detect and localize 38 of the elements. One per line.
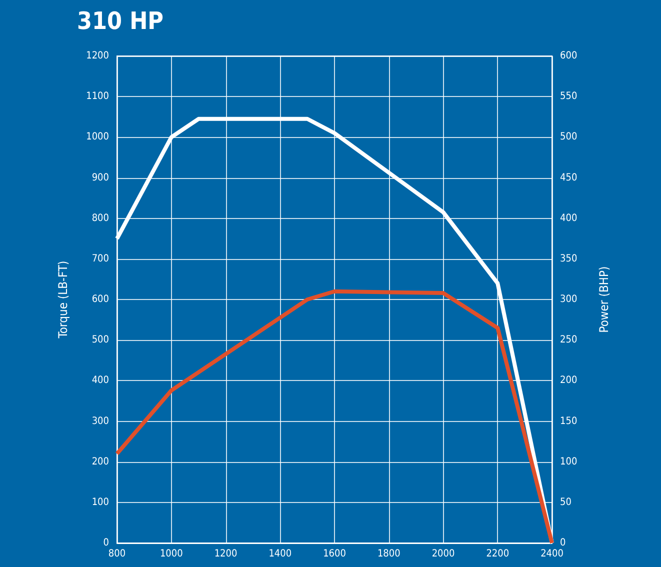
- y2-tick-label: 300: [560, 294, 578, 305]
- y-tick-label: 1000: [86, 132, 110, 143]
- y-tick-label: 700: [92, 253, 110, 264]
- y2-tick-label: 150: [560, 416, 578, 427]
- y2-tick-label: 450: [560, 172, 578, 184]
- y2-tick-label: 600: [560, 50, 578, 62]
- x-tick-label: 2400: [540, 548, 564, 560]
- y2-tick-label: 200: [560, 375, 578, 386]
- y-tick-label: 800: [92, 212, 110, 224]
- y-tick-label: 900: [92, 172, 110, 184]
- y2-tick-label: 400: [560, 212, 578, 224]
- x-tick-label: 2200: [486, 548, 510, 560]
- y2-tick-label: 250: [560, 334, 578, 346]
- y-tick-label: 200: [92, 456, 110, 468]
- y2-tick-label: 100: [560, 456, 578, 468]
- y2-tick-label: 0: [560, 538, 566, 548]
- x-tick-label: 800: [108, 548, 126, 560]
- y2-tick-label: 50: [560, 496, 572, 508]
- y2-tick-label: 500: [560, 132, 578, 143]
- x-tick-label: 1800: [377, 548, 401, 560]
- y-tick-label: 1100: [86, 91, 110, 102]
- y-tick-label: 500: [92, 334, 110, 346]
- y-tick-label: 1200: [86, 50, 110, 62]
- x-tick-label: 1400: [268, 548, 292, 560]
- y2-axis-title: Power (BHP): [597, 266, 611, 333]
- y2-tick-label: 550: [560, 91, 578, 102]
- y-tick-label: 300: [92, 416, 110, 427]
- y-tick-label: 600: [92, 294, 110, 305]
- y2-tick-label: 350: [560, 253, 578, 264]
- y-tick-label: 400: [92, 375, 110, 386]
- y-axis-title: Torque (LB-FT): [56, 260, 70, 340]
- y-tick-label: 100: [92, 496, 110, 508]
- y-tick-label: 0: [103, 538, 110, 548]
- x-tick-label: 1000: [160, 548, 184, 560]
- x-tick-label: 2000: [432, 548, 455, 560]
- x-tick-label: 1200: [214, 548, 238, 560]
- x-tick-label: 1600: [323, 548, 346, 560]
- chart-title: 310 HP: [77, 7, 164, 35]
